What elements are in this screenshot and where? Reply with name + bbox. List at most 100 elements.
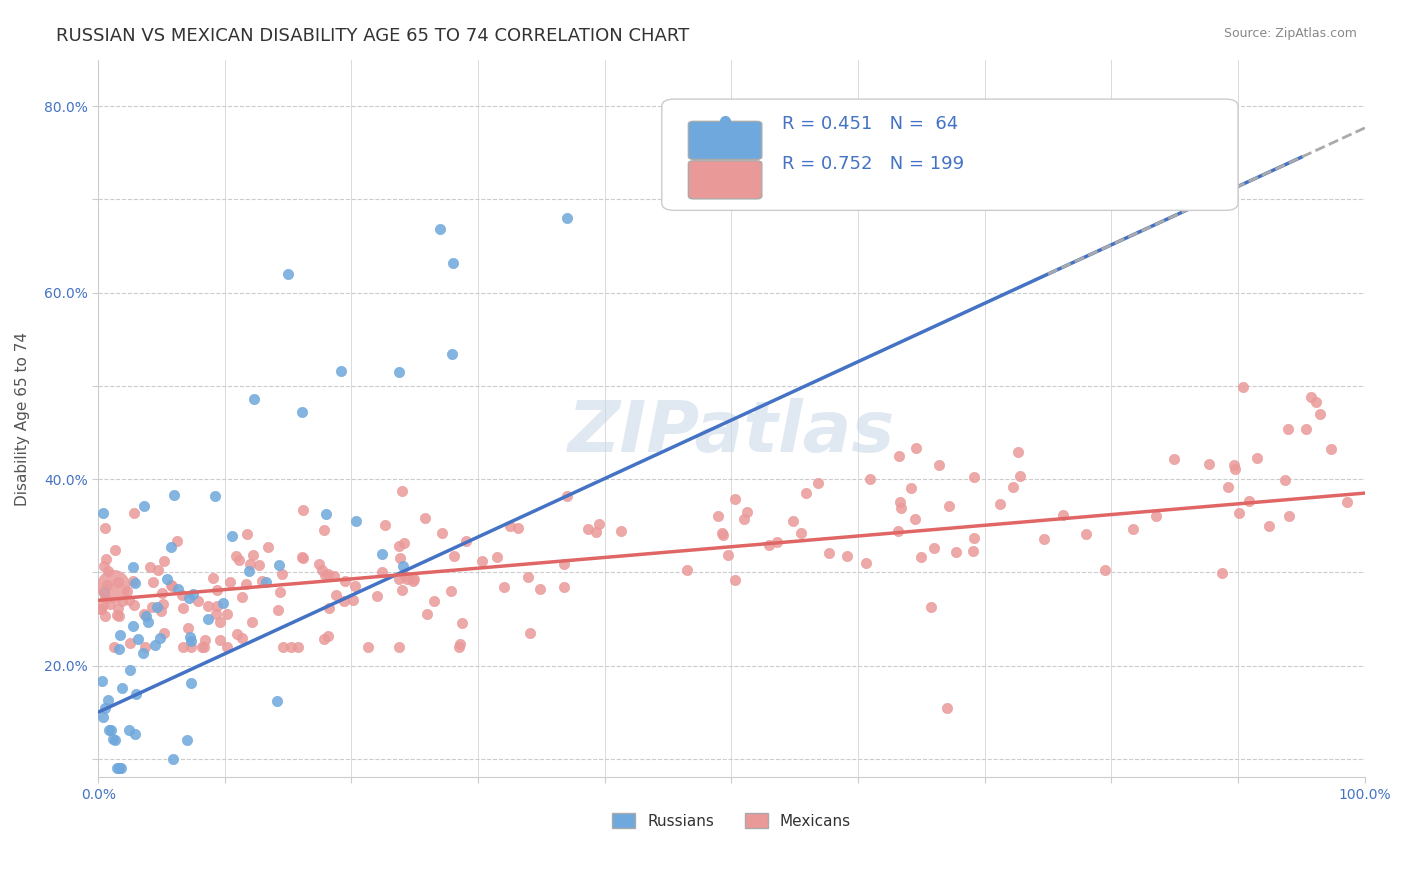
Point — [356, 640, 378, 654]
Point — [904, 512, 927, 526]
Point — [194, 633, 217, 648]
Point — [179, 591, 201, 606]
Point — [226, 626, 249, 640]
Point — [277, 267, 299, 281]
Point — [388, 572, 411, 586]
Point — [197, 599, 219, 613]
Point — [91, 598, 114, 612]
Point — [1198, 457, 1220, 471]
Point — [311, 563, 333, 577]
Point — [1309, 407, 1331, 421]
Point — [205, 607, 228, 621]
Point — [176, 733, 198, 747]
Point — [287, 640, 309, 654]
Point — [141, 600, 163, 615]
Point — [124, 575, 146, 590]
Point — [1223, 462, 1246, 476]
Point — [938, 499, 960, 513]
Point — [118, 593, 141, 607]
Point — [156, 573, 179, 587]
Point — [1074, 527, 1097, 541]
Point — [388, 551, 411, 566]
Point — [93, 584, 115, 599]
Point — [292, 503, 315, 517]
Point — [1336, 495, 1358, 509]
Point — [105, 607, 128, 622]
Point — [201, 572, 224, 586]
Point — [1246, 450, 1268, 465]
Point — [225, 549, 247, 564]
Point — [963, 531, 986, 545]
Point — [132, 646, 155, 660]
Point — [111, 594, 134, 608]
Point — [291, 405, 314, 419]
Point — [148, 563, 170, 577]
Point — [1232, 379, 1254, 393]
Point — [807, 475, 830, 490]
Point — [250, 574, 273, 589]
Point — [180, 634, 202, 648]
Point — [115, 584, 138, 599]
Point — [449, 637, 471, 651]
Point — [343, 578, 366, 592]
Point — [555, 211, 578, 225]
Point — [108, 609, 131, 624]
Point — [215, 607, 238, 621]
Point — [181, 587, 204, 601]
Point — [103, 732, 125, 747]
Point — [240, 615, 263, 629]
Point — [103, 640, 125, 654]
Point — [162, 488, 184, 502]
Point — [221, 529, 243, 543]
Point — [430, 525, 453, 540]
Point — [835, 549, 858, 564]
Point — [204, 490, 226, 504]
Point — [269, 558, 291, 572]
Point — [394, 568, 416, 582]
Point — [910, 550, 932, 565]
Point — [108, 642, 131, 657]
Point — [105, 761, 128, 775]
Point — [93, 559, 115, 574]
Point — [111, 681, 134, 695]
Point — [441, 256, 464, 270]
Y-axis label: Disability Age 65 to 74: Disability Age 65 to 74 — [15, 332, 30, 506]
Point — [270, 566, 292, 581]
Point — [325, 588, 347, 602]
Point — [96, 578, 118, 592]
Point — [153, 625, 176, 640]
Point — [388, 640, 411, 654]
Point — [988, 498, 1011, 512]
Point — [1211, 566, 1233, 580]
Point — [388, 539, 411, 553]
Point — [97, 723, 120, 738]
Point — [765, 535, 787, 549]
Point — [1278, 508, 1301, 523]
Point — [890, 501, 912, 516]
Point — [107, 574, 129, 589]
Point — [555, 489, 578, 503]
Point — [711, 528, 734, 542]
Point — [145, 639, 167, 653]
Point — [205, 583, 228, 598]
Point — [231, 631, 253, 645]
Legend: Russians, Mexicans: Russians, Mexicans — [606, 806, 858, 835]
Point — [231, 591, 253, 605]
Point — [415, 607, 437, 621]
Point — [388, 365, 411, 379]
Point — [962, 544, 984, 558]
Point — [314, 632, 336, 646]
Point — [553, 580, 575, 594]
Point — [886, 524, 908, 538]
Point — [485, 549, 508, 564]
Point — [1007, 445, 1029, 459]
Point — [790, 526, 813, 541]
Point — [153, 554, 176, 568]
Point — [494, 580, 516, 594]
FancyBboxPatch shape — [662, 99, 1239, 211]
Point — [107, 761, 129, 775]
Point — [228, 553, 250, 567]
Point — [499, 518, 522, 533]
Point — [90, 601, 112, 615]
Point — [94, 591, 117, 606]
